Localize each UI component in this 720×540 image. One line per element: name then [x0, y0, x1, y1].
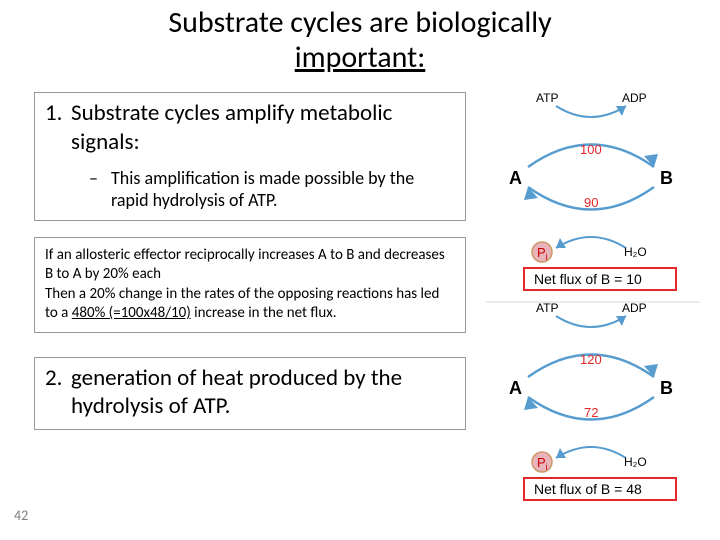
atp-label-bot: ATP	[536, 301, 558, 315]
bot-forward-value: 120	[580, 352, 602, 367]
flux-text-bot: Net flux of B = 48	[534, 481, 642, 497]
left-column: 1. Substrate cycles amplify metabolic si…	[34, 92, 466, 446]
top-back-value: 90	[584, 195, 598, 210]
item1-sub-text: This amplification is made possible by t…	[111, 167, 455, 212]
right-column: ATP ADP A B 100 90 Pi H₂O Net flux of B …	[476, 92, 710, 517]
adp-label-bot: ADP	[622, 301, 647, 315]
B-label-bot: B	[660, 378, 673, 398]
A-label-top: A	[509, 168, 522, 188]
h2o-label-top: H₂O	[624, 245, 647, 259]
note-line2-underline: 480% (=100x48/10)	[72, 304, 191, 322]
item1-box: 1. Substrate cycles amplify metabolic si…	[34, 92, 466, 221]
note-line1: If an allosteric effector reciprocally i…	[45, 246, 455, 285]
item1: 1. Substrate cycles amplify metabolic si…	[45, 99, 455, 157]
item1-text: Substrate cycles amplify metabolic signa…	[71, 99, 455, 157]
title-line1: Substrate cycles are biologically	[168, 4, 551, 41]
bot-back-value: 72	[584, 405, 598, 420]
atp-label-top: ATP	[536, 92, 558, 105]
top-forward-value: 100	[580, 142, 602, 157]
note-box: If an allosteric effector reciprocally i…	[34, 237, 466, 333]
h2o-label-bot: H₂O	[624, 455, 647, 469]
cycle-diagram: ATP ADP A B 100 90 Pi H₂O Net flux of B …	[476, 92, 710, 512]
A-label-bot: A	[509, 378, 522, 398]
page-number: 42	[14, 507, 28, 524]
item1-sub: – This amplification is made possible by…	[45, 167, 455, 212]
title-line2: important:	[295, 39, 426, 76]
item1-sub-dash: –	[89, 167, 111, 212]
flux-text-top: Net flux of B = 10	[534, 271, 642, 287]
item2: 2. generation of heat produced by the hy…	[45, 364, 455, 422]
note-line2: Then a 20% change in the rates of the op…	[45, 285, 455, 324]
item2-box: 2. generation of heat produced by the hy…	[34, 357, 466, 431]
B-label-top: B	[660, 168, 673, 188]
slide-title: Substrate cycles are biologically import…	[60, 6, 660, 75]
note-line2-post: increase in the net flux.	[191, 304, 337, 322]
item2-text: generation of heat produced by the hydro…	[71, 364, 455, 422]
item2-number: 2.	[45, 364, 71, 422]
adp-label-top: ADP	[622, 92, 647, 105]
item1-number: 1.	[45, 99, 71, 157]
